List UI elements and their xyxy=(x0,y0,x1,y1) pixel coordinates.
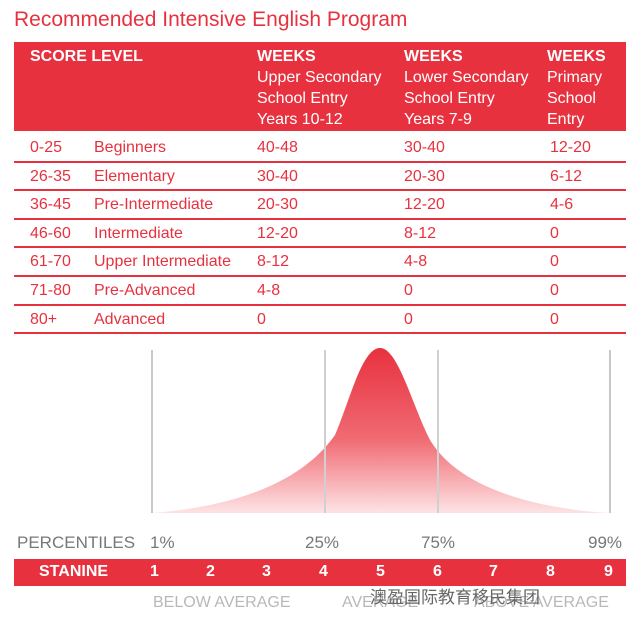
cell-primary: 12-20 xyxy=(550,139,591,156)
header-score-level: SCORE LEVEL xyxy=(30,48,143,65)
header-line: School Entry xyxy=(257,90,348,107)
table-row: 80+ Advanced 0 0 0 xyxy=(14,306,626,335)
cell-level: Advanced xyxy=(94,310,166,328)
stanine-value: 4 xyxy=(319,563,328,580)
cell-score: 61-70 xyxy=(30,253,71,271)
cell-score: 36-45 xyxy=(30,196,71,214)
page-title: Recommended Intensive English Program xyxy=(14,8,408,31)
cell-primary: 4-6 xyxy=(550,196,574,214)
header-line: Entry xyxy=(547,111,585,128)
cell-level: Pre-Advanced xyxy=(94,281,196,299)
header-weeks: WEEKS xyxy=(257,48,316,65)
header-line: Years 10-12 xyxy=(257,111,343,128)
stanine-value: 2 xyxy=(206,563,215,580)
percentile-value: 99% xyxy=(588,533,623,552)
cell-upper: 0 xyxy=(257,310,266,328)
cell-upper: 20-30 xyxy=(257,196,298,214)
cell-primary: 0 xyxy=(550,224,559,242)
header-line: School Entry xyxy=(404,90,495,107)
table-row: 71-80 Pre-Advanced 4-8 0 0 xyxy=(14,277,626,306)
cell-lower: 20-30 xyxy=(404,167,445,185)
cell-upper: 12-20 xyxy=(257,224,298,242)
stanine-label: STANINE xyxy=(39,563,109,580)
header-line: Years 7-9 xyxy=(404,111,472,128)
cell-primary: 6-12 xyxy=(550,167,583,185)
stanine-value: 3 xyxy=(262,563,271,580)
table-row: 0-25 Beginners 40-48 30-40 12-20 xyxy=(14,134,626,163)
cell-level: Pre-Intermediate xyxy=(94,196,214,214)
cell-upper: 30-40 xyxy=(257,167,298,185)
cell-level: Intermediate xyxy=(94,224,183,242)
header-lower-secondary: WEEKS Lower Secondary School Entry Years… xyxy=(404,47,529,130)
cell-lower: 12-20 xyxy=(404,196,445,214)
stanine-value: 7 xyxy=(489,563,498,580)
band-average: AVERAGE xyxy=(342,594,419,611)
stanine-value: 8 xyxy=(546,563,555,580)
table-row: 61-70 Upper Intermediate 8-12 4-8 0 xyxy=(14,248,626,277)
bell-curve xyxy=(150,345,612,515)
cell-upper: 8-12 xyxy=(257,253,290,271)
cell-lower: 8-12 xyxy=(404,224,437,242)
header-line: Primary xyxy=(547,69,603,86)
table-header: SCORE LEVEL WEEKS Upper Secondary School… xyxy=(14,42,626,131)
cell-score: 71-80 xyxy=(30,281,71,299)
table-row: 36-45 Pre-Intermediate 20-30 12-20 4-6 xyxy=(14,191,626,220)
cell-upper: 4-8 xyxy=(257,281,281,299)
header-upper-secondary: WEEKS Upper Secondary School Entry Years… xyxy=(257,47,382,130)
stanine-bar: STANINE 1 2 3 4 5 6 7 8 9 xyxy=(14,559,626,586)
cell-score: 0-25 xyxy=(30,139,63,156)
cell-primary: 0 xyxy=(550,310,559,328)
cell-score: 26-35 xyxy=(30,167,71,185)
bell-curve-shape xyxy=(152,348,610,513)
cell-primary: 0 xyxy=(550,253,559,271)
percentile-value: 75% xyxy=(421,533,456,552)
percentiles-label: PERCENTILES xyxy=(17,533,136,552)
percentile-value: 1% xyxy=(150,533,175,552)
cell-level: Upper Intermediate xyxy=(94,253,231,271)
cell-lower: 30-40 xyxy=(404,139,445,156)
stanine-value: 9 xyxy=(604,563,613,580)
header-line: Upper Secondary xyxy=(257,69,382,86)
header-line: Lower Secondary xyxy=(404,69,529,86)
cell-primary: 0 xyxy=(550,281,559,299)
stanine-value: 5 xyxy=(376,563,385,580)
cell-score: 46-60 xyxy=(30,224,71,242)
cell-upper: 40-48 xyxy=(257,139,298,156)
cell-level: Beginners xyxy=(94,139,167,156)
band-below-average: BELOW AVERAGE xyxy=(153,594,291,611)
cell-lower: 0 xyxy=(404,281,413,299)
band-above-average: ABOVE AVERAGE xyxy=(474,594,609,611)
percentile-value: 25% xyxy=(305,533,340,552)
stanine-value: 1 xyxy=(150,563,159,580)
table-row: 26-35 Elementary 30-40 20-30 6-12 xyxy=(14,163,626,192)
cell-lower: 4-8 xyxy=(404,253,428,271)
cell-lower: 0 xyxy=(404,310,413,328)
header-line: School xyxy=(547,90,596,107)
watermark-text: 澳盈国际教育移民集团 xyxy=(370,588,540,607)
stanine-value: 6 xyxy=(433,563,442,580)
header-primary: WEEKS Primary School Entry xyxy=(547,47,606,130)
table-body: 0-25 Beginners 40-48 30-40 12-20 26-35 E… xyxy=(14,134,626,335)
cell-score: 80+ xyxy=(30,310,58,328)
header-weeks: WEEKS xyxy=(547,48,606,65)
cell-level: Elementary xyxy=(94,167,175,185)
table-row: 46-60 Intermediate 12-20 8-12 0 xyxy=(14,220,626,249)
bell-curve-graphic xyxy=(151,348,611,513)
header-weeks: WEEKS xyxy=(404,48,463,65)
